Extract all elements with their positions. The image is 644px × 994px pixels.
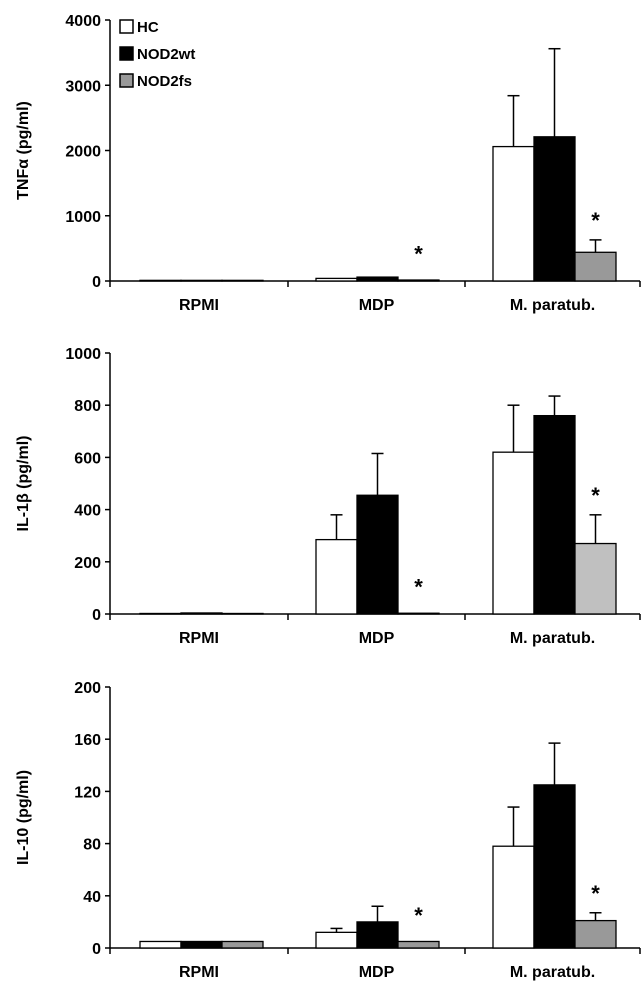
y-tick-label: 4000 (65, 13, 101, 30)
bar (492, 145, 535, 282)
bar (180, 612, 223, 615)
chart-panel-1: 0 1000 2000 3000 4000 RPMI MDP M. paratub. TNFα … (15, 13, 641, 314)
x-tick-label: MDP (359, 630, 395, 647)
x-tick-label: MDP (359, 297, 395, 314)
bar (221, 279, 264, 282)
bar (180, 279, 223, 282)
bar (533, 414, 576, 615)
y-tick-label: 0 (92, 274, 101, 291)
x-tick-label: M. paratub. (510, 297, 595, 314)
bar (533, 136, 576, 282)
x-tick-label: RPMI (179, 964, 219, 981)
bar (574, 919, 617, 949)
bar (221, 940, 264, 949)
bar (139, 940, 182, 949)
x-tick-label: M. paratub. (510, 630, 595, 647)
y-tick-label: 1000 (65, 346, 101, 363)
y-tick-label: 200 (74, 680, 101, 697)
y-tick-label: 200 (74, 555, 101, 572)
bar (574, 251, 617, 282)
legend-label-nod2fs: NOD2fs (137, 73, 192, 90)
bar (533, 784, 576, 949)
y-tick-label: 0 (92, 607, 101, 624)
legend-item-nod2wt: NOD2wt (119, 46, 195, 63)
y-axis-label: TNFα (pg/ml) (15, 101, 32, 200)
significance-marker: * (591, 483, 600, 508)
bar (139, 612, 182, 615)
bar (492, 845, 535, 949)
legend: HC NOD2wt NOD2fs (119, 19, 195, 90)
bar (356, 494, 399, 615)
bar (315, 277, 358, 282)
legend-label-hc: HC (137, 19, 159, 36)
legend-item-nod2fs: NOD2fs (119, 73, 192, 90)
legend-swatch-hc (119, 19, 134, 34)
y-tick-label: 600 (74, 450, 101, 467)
y-axis-label: IL-10 (pg/ml) (15, 770, 32, 865)
bar (180, 940, 223, 949)
bar (315, 538, 358, 615)
x-tick-label: MDP (359, 964, 395, 981)
y-tick-label: 0 (92, 941, 101, 958)
y-tick-label: 800 (74, 398, 101, 415)
y-tick-label: 40 (83, 889, 101, 906)
bar (356, 276, 399, 282)
significance-marker: * (591, 881, 600, 906)
legend-item-hc: HC (119, 19, 159, 36)
bar (221, 612, 264, 615)
y-tick-label: 120 (74, 784, 101, 801)
x-tick-label: M. paratub. (510, 964, 595, 981)
bar (139, 279, 182, 282)
y-axis-label: IL-1β (pg/ml) (15, 436, 32, 532)
y-tick-label: 3000 (65, 78, 101, 95)
bar (315, 931, 358, 949)
legend-swatch-nod2wt (119, 46, 134, 61)
y-tick-label: 2000 (65, 144, 101, 161)
chart-panel-2: 0 200 400 600 800 1000 RPMI MDP M. paratub. IL-1β… (15, 346, 641, 647)
legend-swatch-nod2fs (119, 73, 134, 88)
chart-panel-3: 0 40 80 120 160 200 RPMI MDP M. paratub. IL-10 (p… (15, 680, 641, 981)
y-tick-label: 80 (83, 837, 101, 854)
bar (574, 542, 617, 615)
bar (356, 921, 399, 949)
significance-marker: * (591, 208, 600, 233)
y-tick-label: 1000 (65, 209, 101, 226)
bar (397, 940, 440, 949)
significance-marker: * (414, 903, 423, 928)
y-tick-label: 400 (74, 503, 101, 520)
legend-label-nod2wt: NOD2wt (137, 46, 195, 63)
bar (397, 279, 440, 282)
bar (397, 612, 440, 615)
x-tick-label: RPMI (179, 297, 219, 314)
x-tick-label: RPMI (179, 630, 219, 647)
y-tick-label: 160 (74, 732, 101, 749)
significance-marker: * (414, 242, 423, 267)
significance-marker: * (414, 575, 423, 600)
bar (492, 451, 535, 615)
